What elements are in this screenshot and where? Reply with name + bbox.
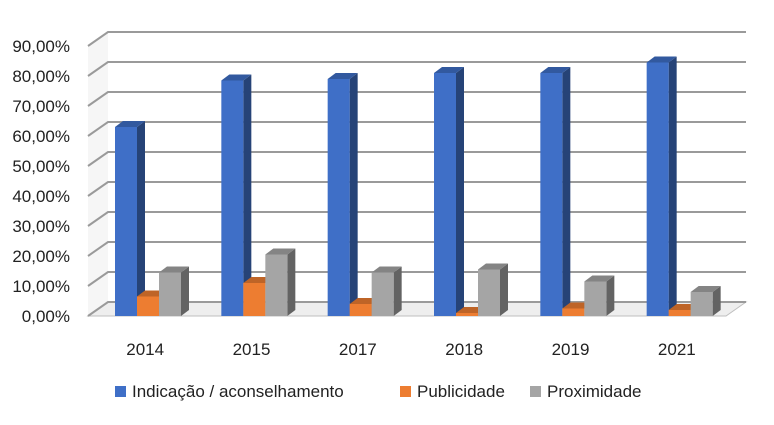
bar-top [690,286,721,292]
y-axis-tick-labels: 0,00% 10,00% 20,00% 30,00% 40,00% 50,00% 60,00… [12,37,70,326]
bar-top [540,67,571,73]
bar-side [562,67,571,316]
legend-item: Publicidade [400,382,505,401]
bar-front [540,73,563,316]
bar-front [115,127,137,316]
gridline [87,211,746,227]
y-tick-label: 10,00% [12,277,70,296]
bar-indica-o-aconselhamento-2021 [646,56,677,316]
bar-top [327,73,358,79]
x-tick-label: 2017 [339,340,377,359]
bar-front [159,272,181,316]
x-tick-label: 2019 [552,340,590,359]
bar-proximidade-2014 [159,266,189,316]
bar-front [243,283,266,316]
bar-proximidade-2015 [265,248,296,316]
gridline [87,31,746,47]
y-tick-label: 60,00% [12,127,70,146]
bar-proximidade-2019 [584,275,615,316]
bar-indica-o-aconselhamento-2017 [327,73,358,316]
x-tick-label: 2018 [445,340,483,359]
bar-top [221,74,252,81]
legend-label: Indicação / aconselhamento [132,382,344,401]
legend-swatch [530,386,541,397]
bar-side [712,286,721,316]
y-tick-label: 0,00% [22,307,70,326]
gridline [87,271,746,287]
x-tick-label: 2015 [233,340,271,359]
bar-front [668,310,691,316]
bar-indica-o-aconselhamento-2019 [540,67,571,316]
bar-front [690,292,713,316]
x-tick-label: 2021 [658,340,696,359]
y-tick-label: 80,00% [12,67,70,86]
bar-top [159,266,189,273]
y-tick-label: 50,00% [12,157,70,176]
legend-item: Indicação / aconselhamento [115,382,344,401]
bar-front [584,281,607,316]
bar-top [115,121,145,127]
bar-indica-o-aconselhamento-2014 [115,121,145,316]
bar-side [606,275,615,316]
bar-front [478,269,500,316]
gridline [87,301,746,317]
gridline [87,91,746,107]
x-tick-label: 2014 [126,340,164,359]
bar-front [265,254,288,316]
gridlines [87,31,746,317]
bar-top [478,263,508,270]
legend-label: Proximidade [547,382,642,401]
bar-front [434,73,456,316]
bar-side [181,266,189,316]
bar-side [137,121,145,316]
bars [115,56,721,316]
y-tick-label: 90,00% [12,37,70,56]
bar-proximidade-2018 [478,263,508,316]
y-tick-label: 40,00% [12,187,70,206]
x-axis-tick-labels: 2014 2015 2017 2018 2019 2021 [126,340,695,359]
bar-front [221,80,244,316]
bar-proximidade-2017 [371,266,402,316]
legend-label: Publicidade [417,382,505,401]
bar-side [456,67,464,316]
y-tick-label: 70,00% [12,97,70,116]
gridline [87,151,746,167]
bar-top [371,266,402,273]
bar-top [265,248,296,255]
gridline [87,181,746,197]
gridline [87,241,746,257]
bar-top [646,56,677,63]
bar-side [500,263,508,316]
bar-front [137,296,159,316]
y-tick-label: 20,00% [12,247,70,266]
bar-front [371,272,394,316]
bar-indica-o-aconselhamento-2015 [221,74,252,316]
gridline [87,61,746,77]
bar-side [349,73,358,316]
bar-indica-o-aconselhamento-2018 [434,67,464,316]
bar-top [584,275,615,282]
bar-proximidade-2021 [690,286,721,316]
legend-item: Proximidade [530,382,642,401]
bar-front [562,308,585,316]
bar-front [456,313,478,316]
legend-swatch [400,386,411,397]
bar-side [287,248,296,316]
bar-front [349,304,372,316]
legend-swatch [115,386,126,397]
legend: Indicação / aconselhamento Publicidade Pro… [115,382,642,401]
gridline [87,121,746,137]
bar-side [393,266,402,316]
bar-front [646,62,669,316]
bar-front [327,79,350,316]
bar-side [243,74,252,316]
y-tick-label: 30,00% [12,217,70,236]
bar-top [434,67,464,73]
bar-side [668,56,677,316]
